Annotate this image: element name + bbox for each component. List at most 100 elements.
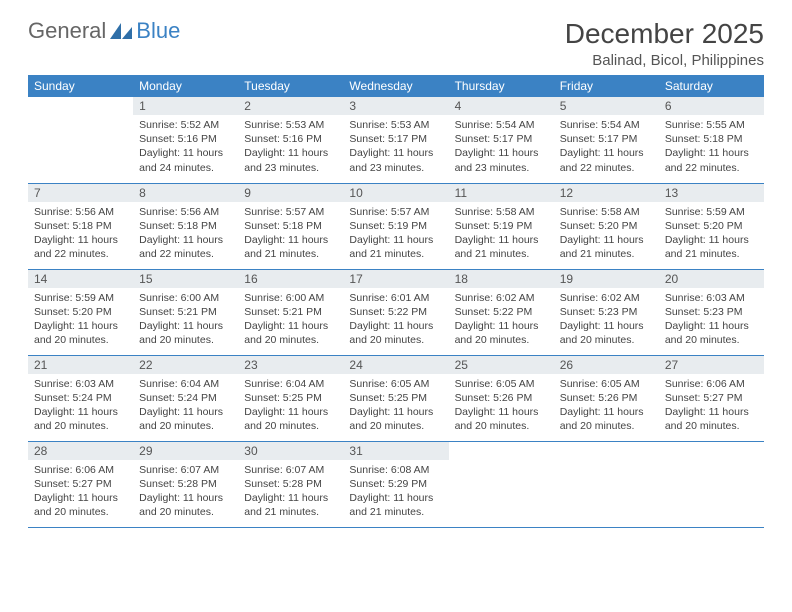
calendar-cell: 18Sunrise: 6:02 AMSunset: 5:22 PMDayligh… <box>449 269 554 355</box>
day-line: Daylight: 11 hours <box>244 405 337 419</box>
day-number: 6 <box>659 97 764 115</box>
day-content: Sunrise: 6:05 AMSunset: 5:26 PMDaylight:… <box>554 374 659 438</box>
day-line: Sunset: 5:18 PM <box>34 219 127 233</box>
day-content: Sunrise: 5:53 AMSunset: 5:16 PMDaylight:… <box>238 115 343 179</box>
calendar-cell: 21Sunrise: 6:03 AMSunset: 5:24 PMDayligh… <box>28 355 133 441</box>
calendar-cell: 16Sunrise: 6:00 AMSunset: 5:21 PMDayligh… <box>238 269 343 355</box>
day-number: 17 <box>343 270 448 288</box>
day-content: Sunrise: 6:03 AMSunset: 5:24 PMDaylight:… <box>28 374 133 438</box>
day-line: Sunset: 5:25 PM <box>349 391 442 405</box>
day-number: 8 <box>133 184 238 202</box>
day-line: Sunset: 5:18 PM <box>244 219 337 233</box>
day-line: Daylight: 11 hours <box>665 319 758 333</box>
day-line: Sunset: 5:26 PM <box>560 391 653 405</box>
day-line: and 20 minutes. <box>560 333 653 347</box>
day-header: Saturday <box>659 75 764 97</box>
day-line: Sunrise: 6:03 AM <box>34 377 127 391</box>
day-number: 30 <box>238 442 343 460</box>
day-number: 10 <box>343 184 448 202</box>
day-content: Sunrise: 6:07 AMSunset: 5:28 PMDaylight:… <box>238 460 343 524</box>
calendar-cell: 11Sunrise: 5:58 AMSunset: 5:19 PMDayligh… <box>449 183 554 269</box>
day-line: Sunrise: 6:03 AM <box>665 291 758 305</box>
day-line: and 21 minutes. <box>349 505 442 519</box>
day-line: Daylight: 11 hours <box>139 146 232 160</box>
day-line: Daylight: 11 hours <box>34 233 127 247</box>
day-line: and 22 minutes. <box>139 247 232 261</box>
day-content: Sunrise: 6:05 AMSunset: 5:26 PMDaylight:… <box>449 374 554 438</box>
day-line: Sunset: 5:23 PM <box>665 305 758 319</box>
day-content: Sunrise: 6:06 AMSunset: 5:27 PMDaylight:… <box>659 374 764 438</box>
day-content: Sunrise: 5:59 AMSunset: 5:20 PMDaylight:… <box>28 288 133 352</box>
day-line: and 20 minutes. <box>455 333 548 347</box>
calendar-cell: 27Sunrise: 6:06 AMSunset: 5:27 PMDayligh… <box>659 355 764 441</box>
day-content: Sunrise: 6:03 AMSunset: 5:23 PMDaylight:… <box>659 288 764 352</box>
calendar-cell: 23Sunrise: 6:04 AMSunset: 5:25 PMDayligh… <box>238 355 343 441</box>
day-line: Sunset: 5:25 PM <box>244 391 337 405</box>
day-line: and 21 minutes. <box>244 505 337 519</box>
day-content: Sunrise: 6:02 AMSunset: 5:23 PMDaylight:… <box>554 288 659 352</box>
day-number: 11 <box>449 184 554 202</box>
calendar-body: 1Sunrise: 5:52 AMSunset: 5:16 PMDaylight… <box>28 97 764 527</box>
calendar-week: 1Sunrise: 5:52 AMSunset: 5:16 PMDaylight… <box>28 97 764 183</box>
day-line: and 20 minutes. <box>349 333 442 347</box>
calendar-cell: 20Sunrise: 6:03 AMSunset: 5:23 PMDayligh… <box>659 269 764 355</box>
day-line: Sunrise: 5:54 AM <box>455 118 548 132</box>
day-line: Daylight: 11 hours <box>244 491 337 505</box>
calendar-cell: 8Sunrise: 5:56 AMSunset: 5:18 PMDaylight… <box>133 183 238 269</box>
day-line: and 21 minutes. <box>244 247 337 261</box>
day-content: Sunrise: 6:01 AMSunset: 5:22 PMDaylight:… <box>343 288 448 352</box>
day-line: and 21 minutes. <box>560 247 653 261</box>
day-number: 26 <box>554 356 659 374</box>
calendar-cell: 4Sunrise: 5:54 AMSunset: 5:17 PMDaylight… <box>449 97 554 183</box>
day-line: Sunrise: 5:57 AM <box>244 205 337 219</box>
day-line: and 22 minutes. <box>34 247 127 261</box>
calendar-cell: 6Sunrise: 5:55 AMSunset: 5:18 PMDaylight… <box>659 97 764 183</box>
day-line: Sunset: 5:28 PM <box>139 477 232 491</box>
day-line: Daylight: 11 hours <box>455 233 548 247</box>
calendar-cell: 17Sunrise: 6:01 AMSunset: 5:22 PMDayligh… <box>343 269 448 355</box>
day-line: Sunset: 5:22 PM <box>349 305 442 319</box>
calendar-cell: 24Sunrise: 6:05 AMSunset: 5:25 PMDayligh… <box>343 355 448 441</box>
day-line: and 20 minutes. <box>244 419 337 433</box>
day-number: 1 <box>133 97 238 115</box>
location-text: Balinad, Bicol, Philippines <box>565 52 764 69</box>
day-line: Sunset: 5:17 PM <box>455 132 548 146</box>
day-line: Sunrise: 6:02 AM <box>560 291 653 305</box>
day-line: Sunrise: 6:06 AM <box>34 463 127 477</box>
day-line: Sunrise: 6:00 AM <box>244 291 337 305</box>
day-line: Sunset: 5:27 PM <box>34 477 127 491</box>
day-line: Daylight: 11 hours <box>560 146 653 160</box>
calendar-cell: 3Sunrise: 5:53 AMSunset: 5:17 PMDaylight… <box>343 97 448 183</box>
day-line: Sunrise: 5:58 AM <box>455 205 548 219</box>
day-number: 18 <box>449 270 554 288</box>
calendar-week: 7Sunrise: 5:56 AMSunset: 5:18 PMDaylight… <box>28 183 764 269</box>
day-line: Daylight: 11 hours <box>560 319 653 333</box>
day-line: Daylight: 11 hours <box>560 405 653 419</box>
day-line: and 20 minutes. <box>455 419 548 433</box>
day-line: Sunrise: 5:53 AM <box>244 118 337 132</box>
day-line: Sunrise: 6:07 AM <box>244 463 337 477</box>
day-line: Sunrise: 6:07 AM <box>139 463 232 477</box>
header: General Blue December 2025 Balinad, Bico… <box>28 18 764 69</box>
day-line: Sunrise: 6:00 AM <box>139 291 232 305</box>
day-number: 14 <box>28 270 133 288</box>
day-line: Sunrise: 6:08 AM <box>349 463 442 477</box>
day-content: Sunrise: 6:08 AMSunset: 5:29 PMDaylight:… <box>343 460 448 524</box>
day-line: Sunset: 5:21 PM <box>139 305 232 319</box>
day-line: Sunset: 5:29 PM <box>349 477 442 491</box>
day-line: and 21 minutes. <box>665 247 758 261</box>
brand-text-1: General <box>28 18 106 44</box>
sail-icon <box>110 23 132 39</box>
day-content: Sunrise: 5:54 AMSunset: 5:17 PMDaylight:… <box>449 115 554 179</box>
day-number: 21 <box>28 356 133 374</box>
calendar-cell: 14Sunrise: 5:59 AMSunset: 5:20 PMDayligh… <box>28 269 133 355</box>
day-line: Daylight: 11 hours <box>349 405 442 419</box>
day-line: and 20 minutes. <box>139 505 232 519</box>
calendar-cell: 10Sunrise: 5:57 AMSunset: 5:19 PMDayligh… <box>343 183 448 269</box>
day-content: Sunrise: 5:52 AMSunset: 5:16 PMDaylight:… <box>133 115 238 179</box>
day-content: Sunrise: 5:59 AMSunset: 5:20 PMDaylight:… <box>659 202 764 266</box>
day-line: and 22 minutes. <box>560 161 653 175</box>
day-line: Sunrise: 5:54 AM <box>560 118 653 132</box>
day-number: 15 <box>133 270 238 288</box>
day-line: Sunset: 5:20 PM <box>665 219 758 233</box>
